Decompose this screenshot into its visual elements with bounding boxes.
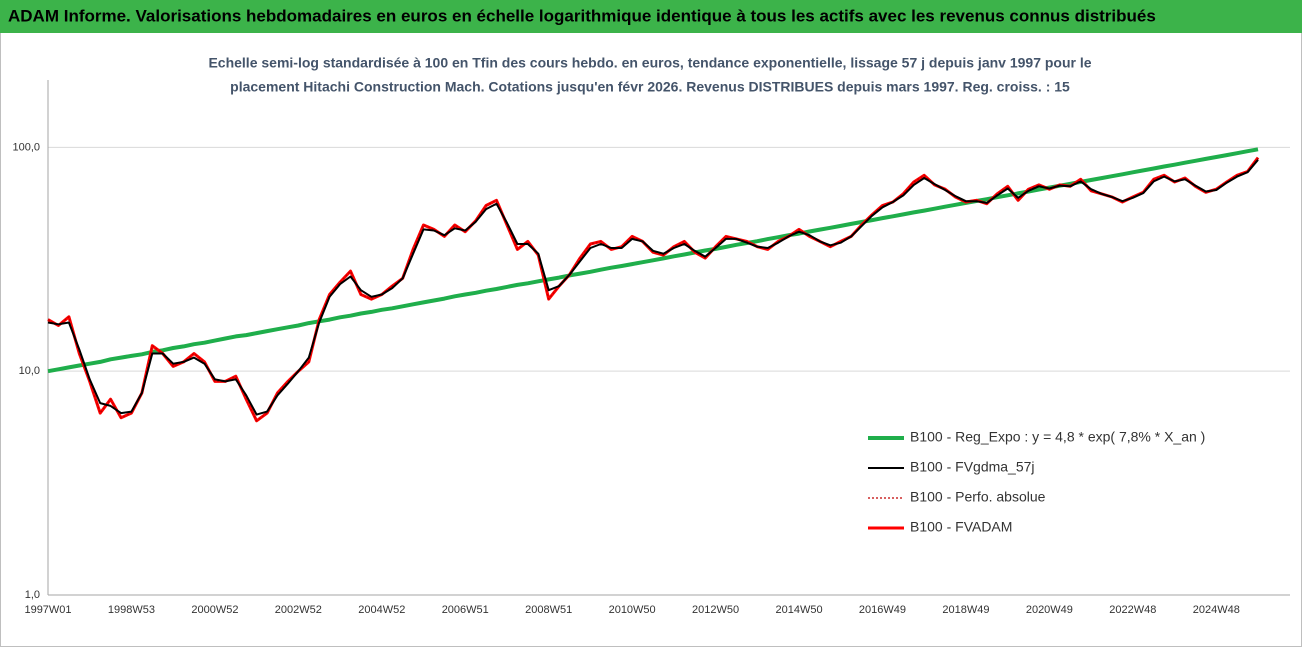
x-tick-label: 2016W49 bbox=[859, 604, 906, 616]
x-tick-label: 2002W52 bbox=[275, 604, 322, 616]
x-tick-label: 2008W51 bbox=[525, 604, 572, 616]
chart-title: placement Hitachi Construction Mach. Cot… bbox=[230, 79, 1070, 95]
x-tick-label: 2000W52 bbox=[191, 604, 238, 616]
series-line bbox=[47, 159, 1259, 416]
x-tick-label: 2012W50 bbox=[692, 604, 739, 616]
x-tick-label: 1998W53 bbox=[108, 604, 155, 616]
legend-label: B100 - Reg_Expo : y = 4,8 * exp( 7,8% * … bbox=[910, 429, 1205, 445]
y-tick-label: 10,0 bbox=[19, 365, 40, 377]
x-tick-label: 2020W49 bbox=[1026, 604, 1073, 616]
x-tick-label: 2024W48 bbox=[1193, 604, 1240, 616]
x-tick-label: 2022W48 bbox=[1109, 604, 1156, 616]
x-tick-label: 2004W52 bbox=[358, 604, 405, 616]
y-tick-label: 100,0 bbox=[12, 141, 40, 153]
legend-label: B100 - FVADAM bbox=[910, 519, 1012, 535]
y-tick-label: 1,0 bbox=[25, 589, 40, 601]
x-tick-label: 2010W50 bbox=[609, 604, 656, 616]
x-tick-label: 2006W51 bbox=[442, 604, 489, 616]
x-tick-label: 1997W01 bbox=[24, 604, 71, 616]
x-tick-label: 2018W49 bbox=[942, 604, 989, 616]
header: ADAM Informe. Valorisations hebdomadaire… bbox=[8, 6, 1156, 25]
x-tick-label: 2014W50 bbox=[775, 604, 822, 616]
legend-label: B100 - FVgdma_57j bbox=[910, 459, 1035, 475]
chart-title: Echelle semi-log standardisée à 100 en T… bbox=[208, 55, 1091, 71]
header-bar bbox=[0, 0, 1302, 33]
legend-label: B100 - Perfo. absolue bbox=[910, 489, 1046, 505]
